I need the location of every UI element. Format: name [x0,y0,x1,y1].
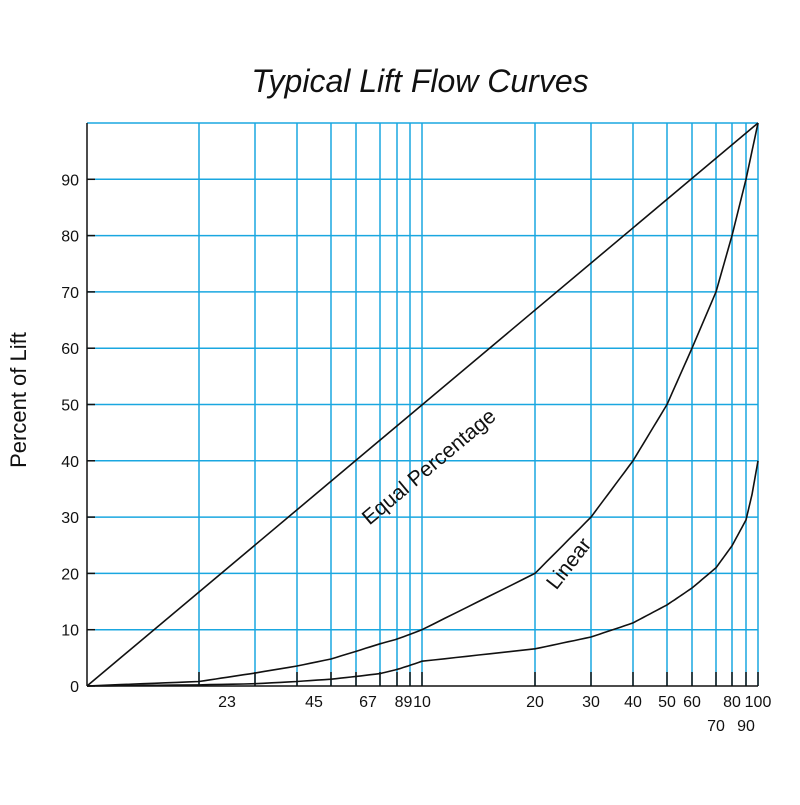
y-axis-label: Percent of Lift [6,332,31,468]
ticks [86,123,759,687]
y-tick-label: 0 [70,679,79,696]
series-label: Equal Percentage [358,405,501,530]
x-tick-label: 45 [305,694,323,711]
x-tick-label: 30 [582,694,600,711]
series-label: Linear [542,534,596,594]
series-line-unlabeled [86,460,759,687]
y-tick-label: 40 [61,454,79,471]
chart-title: Typical Lift Flow Curves [251,63,588,99]
x-tick-label: 100 [745,694,772,711]
x-tick-label: 60 [683,694,701,711]
x-tick-label: 50 [658,694,676,711]
x-tick-label: 10 [413,694,431,711]
y-tick-label: 80 [61,229,79,246]
x-tick-label: 80 [723,694,741,711]
y-tick-label: 30 [61,510,79,527]
y-tick-label: 10 [61,623,79,640]
y-tick-label: 50 [61,398,79,415]
x-tick-label: 40 [624,694,642,711]
series-line-equal-percentage [86,122,759,687]
y-tick-label: 60 [61,341,79,358]
x-tick-label: 90 [737,718,755,735]
x-tick-label: 70 [707,718,725,735]
x-tick-label: 20 [526,694,544,711]
series-line-linear [86,122,759,687]
grid [87,122,759,686]
y-tick-label: 90 [61,172,79,189]
x-tick-label: 89 [395,694,413,711]
x-tick-label: 67 [359,694,377,711]
y-tick-label: 70 [61,285,79,302]
y-tick-label: 20 [61,566,79,583]
x-tick-label: 23 [218,694,236,711]
